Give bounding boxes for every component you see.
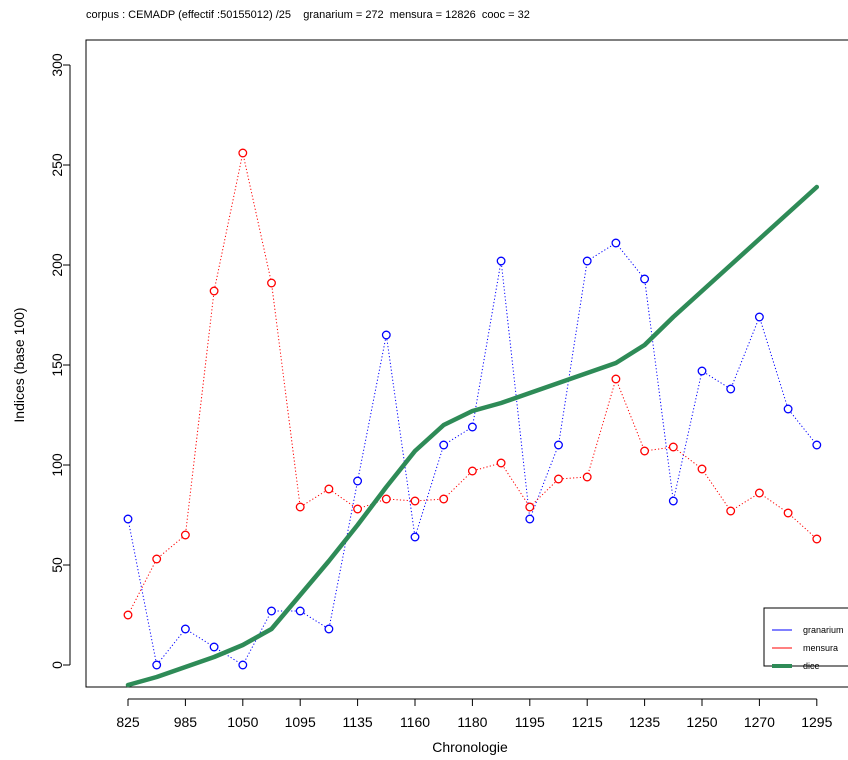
series-line-mensura [127,152,818,616]
data-point-granarium [353,476,363,486]
y-tick-label: 250 [49,153,65,177]
data-point-mensura [353,504,363,514]
data-point-granarium [525,514,535,524]
data-point-mensura [180,530,190,540]
plot-box [85,39,848,688]
data-point-granarium [238,660,248,670]
x-axis: 825 985 1050 1095 1135 1160 1180 1195 1215 1235 12… [116,698,833,730]
x-tick-label: 1180 [457,714,487,730]
y-tick-label: 100 [49,453,65,477]
data-point-granarium [324,624,334,634]
legend-box [763,607,848,667]
series-line-granarium [127,242,818,667]
x-tick-label: 1195 [515,714,545,730]
data-point-mensura [381,494,391,504]
data-point-mensura [754,488,764,498]
data-point-mensura [668,442,678,452]
chart-title: corpus : CEMADP (effectif :50155012) /25… [86,9,530,21]
x-tick-label: 1250 [686,714,717,730]
data-point-mensura [324,484,334,494]
data-point-mensura [267,278,276,288]
data-point-mensura [496,458,506,468]
data-point-granarium [152,660,162,670]
data-point-granarium [267,606,276,616]
y-tick-label: 150 [49,353,65,377]
y-tick-label: 300 [49,53,65,77]
y-tick-label: 200 [49,253,65,277]
x-tick-label: 1095 [285,714,316,730]
data-point-granarium [180,624,190,634]
y-axis-title: Indices (base 100) [11,307,27,422]
x-tick-label: 1295 [801,714,832,730]
data-point-mensura [209,286,219,296]
data-point-granarium [640,274,650,284]
data-point-mensura [783,508,793,518]
data-point-granarium [295,606,305,616]
data-point-granarium [554,440,563,450]
data-point-mensura [582,472,592,482]
x-axis-title: Chronologie [432,739,508,755]
data-point-granarium [812,440,822,450]
data-point-granarium [668,496,678,506]
series-layer [123,148,822,688]
data-point-granarium [439,440,449,450]
x-tick-label: 1235 [629,714,660,730]
data-point-granarium [697,366,707,376]
data-point-mensura [525,502,535,512]
data-point-granarium [467,422,477,432]
data-point-mensura [152,554,162,564]
legend-label-dice: dice [803,661,820,671]
data-point-mensura [123,610,133,620]
x-tick-label: 1270 [744,714,775,730]
data-point-granarium [381,330,391,340]
data-point-granarium [123,514,133,524]
data-point-mensura [697,464,707,474]
data-point-granarium [783,404,793,414]
y-tick-label: 0 [49,661,65,669]
series-line-dice [125,184,820,688]
data-point-mensura [812,534,822,544]
x-tick-label: 825 [116,714,140,730]
data-point-granarium [611,238,621,248]
legend-label-mensura: mensura [803,643,838,653]
data-point-granarium [754,312,764,322]
data-point-mensura [611,374,621,384]
data-point-granarium [496,256,506,266]
legend-label-granarium: granarium [803,625,844,635]
data-point-mensura [554,474,563,484]
y-axis: 0 50 100 150 200 250 300 [49,53,71,669]
y-tick-label: 50 [49,557,65,573]
data-point-mensura [439,494,449,504]
data-point-mensura [726,506,736,516]
data-point-mensura [295,502,305,512]
x-tick-label: 1160 [400,714,430,730]
data-point-mensura [640,446,650,456]
data-point-mensura [467,466,477,476]
x-tick-label: 1135 [343,714,373,730]
legend: granarium mensura dice [763,607,848,671]
x-tick-label: 1215 [572,714,603,730]
data-point-mensura [410,496,420,506]
data-point-mensura [238,148,248,158]
data-point-granarium [582,256,592,266]
data-point-granarium [410,532,420,542]
x-tick-label: 1050 [227,714,258,730]
x-tick-label: 985 [174,714,198,730]
data-point-granarium [209,642,219,652]
data-point-granarium [726,384,736,394]
